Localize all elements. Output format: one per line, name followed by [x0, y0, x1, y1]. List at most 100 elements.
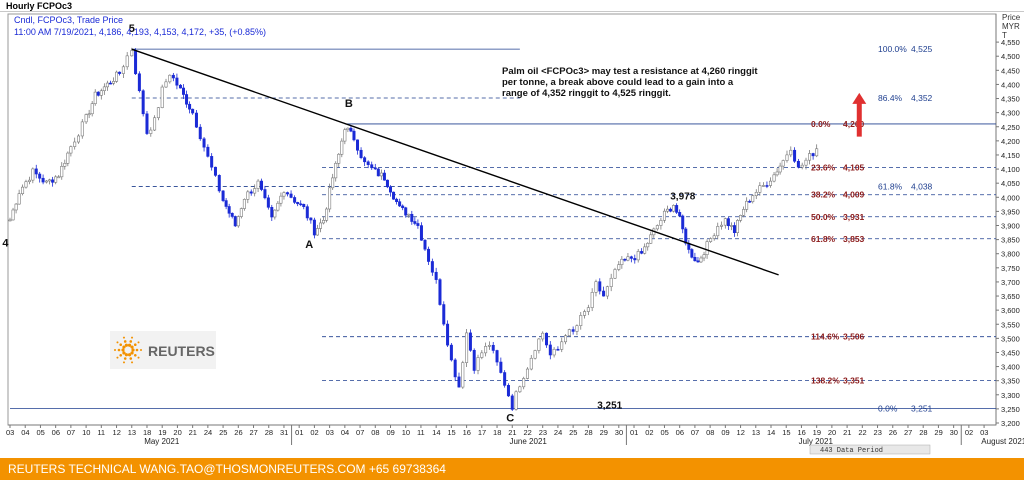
- fib-red-value: 3,506: [843, 332, 865, 342]
- logo-dot: [131, 348, 135, 352]
- candle-body: [533, 350, 537, 359]
- fib-red-value: 4,105: [843, 163, 865, 173]
- candle-body: [149, 129, 153, 134]
- candle-body: [495, 350, 499, 363]
- candle-body: [675, 205, 679, 213]
- candle-body: [636, 251, 640, 261]
- candle-body: [395, 198, 399, 202]
- x-tick-label: 21: [189, 428, 197, 437]
- logo-dot: [130, 345, 134, 349]
- candle-body: [249, 191, 253, 194]
- footer-contact: REUTERS TECHNICAL WANG.TAO@THOSMONREUTER…: [0, 458, 1024, 480]
- candle-body: [11, 209, 15, 221]
- candle-body: [487, 344, 491, 347]
- candle-body: [709, 238, 713, 242]
- candle-body: [633, 258, 637, 261]
- x-tick-label: 09: [387, 428, 395, 437]
- candle-body: [666, 208, 670, 212]
- candle-body: [736, 220, 740, 233]
- candle-body: [134, 50, 138, 75]
- candle-body: [69, 146, 73, 154]
- candle-body: [775, 171, 779, 176]
- candle-body: [48, 179, 52, 182]
- candle-body: [739, 215, 743, 221]
- candle-body: [468, 332, 472, 351]
- candle-body: [379, 172, 383, 177]
- candle-body: [337, 153, 341, 164]
- candle-body: [221, 190, 225, 201]
- candle-body: [376, 168, 380, 177]
- candle-body: [716, 226, 720, 237]
- candle-body: [102, 86, 106, 92]
- x-month-label: June 2021: [509, 437, 547, 446]
- x-tick-label: 16: [463, 428, 471, 437]
- y-tick-label: 3,900: [1001, 222, 1020, 231]
- candle-body: [299, 203, 303, 206]
- candle-body: [457, 376, 461, 388]
- x-tick-label: 05: [660, 428, 668, 437]
- candle-body: [416, 223, 420, 226]
- candle-body: [778, 165, 782, 173]
- candle-body: [282, 192, 286, 197]
- fib-blue-value: 3,251: [911, 404, 933, 414]
- price-label: 3,978: [670, 192, 695, 203]
- fib-red-pct: 138.2%: [811, 375, 840, 385]
- data-period-text: 443 Data Period: [820, 447, 883, 455]
- x-tick-label: 24: [554, 428, 562, 437]
- data-period-box: 443 Data Period: [809, 444, 931, 455]
- fib-blue-pct: 61.8%: [878, 182, 903, 192]
- fib-red-value: 4,260: [843, 119, 865, 129]
- candle-body: [153, 117, 157, 131]
- candle-body: [480, 352, 484, 358]
- fib-blue-pct: 100.0%: [878, 44, 907, 54]
- y-tick-label: 3,400: [1001, 363, 1020, 372]
- x-tick-label: 07: [356, 428, 364, 437]
- candle-body: [84, 114, 88, 123]
- logo-text: REUTERS: [148, 343, 215, 359]
- candle-body: [503, 372, 507, 386]
- candle-body: [800, 164, 804, 168]
- logo-dot: [123, 340, 127, 343]
- x-tick-label: 14: [767, 428, 775, 437]
- candle-body: [54, 176, 58, 183]
- candle-body: [649, 234, 653, 244]
- candle-body: [325, 208, 329, 221]
- candle-body: [602, 290, 606, 297]
- fib-red-pct: 38.2%: [811, 190, 836, 200]
- x-tick-label: 06: [52, 428, 60, 437]
- logo-dot: [119, 343, 123, 347]
- candle-body: [24, 181, 28, 188]
- candle-body: [583, 311, 587, 316]
- candle-body: [273, 209, 277, 218]
- candle-body: [617, 264, 621, 270]
- y-tick-label: 3,650: [1001, 292, 1020, 301]
- logo-dot: [137, 341, 140, 344]
- candle-body: [793, 149, 797, 162]
- candle-body: [552, 348, 556, 356]
- candle-body: [620, 258, 624, 265]
- y-tick-label: 3,550: [1001, 320, 1020, 329]
- candle-body: [804, 159, 808, 166]
- x-tick-label: 28: [265, 428, 273, 437]
- candle-body: [125, 55, 129, 68]
- logo-dot: [135, 348, 139, 352]
- x-tick-label: 18: [493, 428, 501, 437]
- candle-body: [370, 164, 374, 169]
- y-tick-label: 4,450: [1001, 66, 1020, 75]
- candle-body: [579, 315, 583, 326]
- candle-body: [541, 332, 545, 340]
- x-tick-label: 30: [615, 428, 623, 437]
- fib-red-pct: 61.8%: [811, 234, 836, 244]
- y-tick-label: 4,250: [1001, 123, 1020, 132]
- candle-body: [246, 191, 250, 200]
- candle-body: [8, 219, 12, 222]
- candle-body: [293, 197, 297, 203]
- candle-body: [17, 193, 21, 205]
- candle-body: [14, 203, 18, 211]
- candle-body: [373, 167, 377, 170]
- candle-body: [366, 161, 370, 165]
- candle-body: [260, 180, 264, 190]
- y-tick-label: 3,800: [1001, 250, 1020, 259]
- candle-body: [164, 81, 168, 88]
- x-tick-label: 16: [797, 428, 805, 437]
